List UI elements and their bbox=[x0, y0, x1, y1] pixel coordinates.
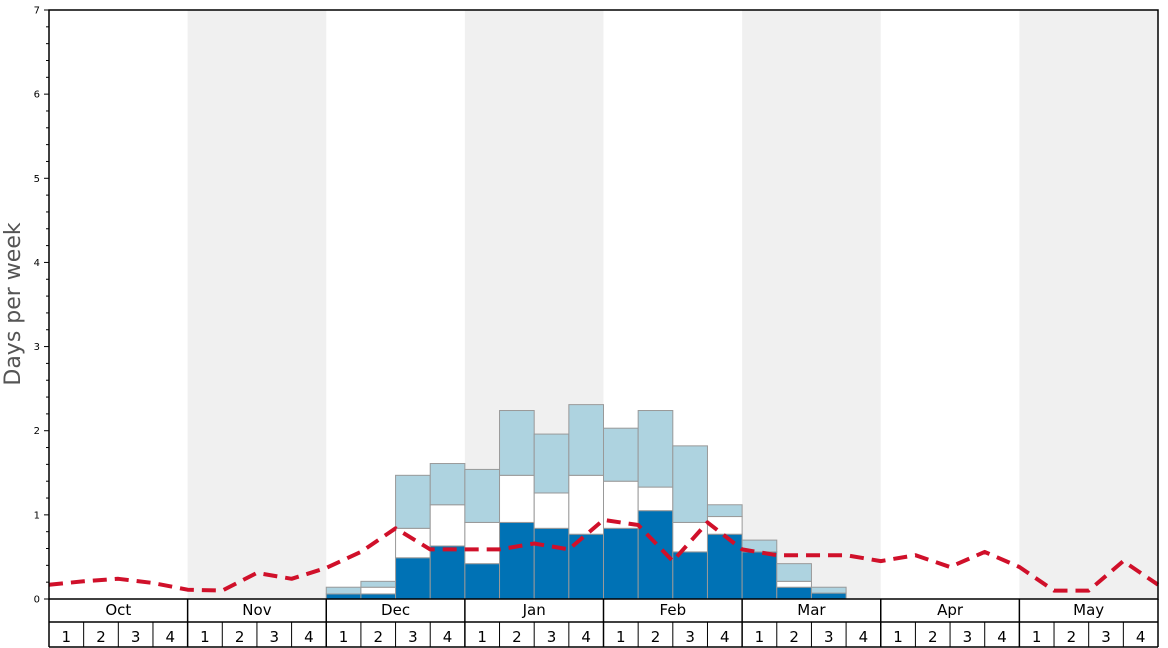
bar-segment-middle bbox=[776, 580, 812, 588]
bar-segment-middle bbox=[360, 586, 397, 595]
week-label: 1 bbox=[477, 628, 487, 646]
bar-segment-light bbox=[499, 410, 535, 476]
week-label: 4 bbox=[859, 628, 869, 646]
week-label: 1 bbox=[755, 628, 765, 646]
bar-segment-middle bbox=[464, 521, 501, 565]
bar-segment-light bbox=[672, 445, 708, 523]
week-label: 3 bbox=[963, 628, 973, 646]
bar-segment-dark bbox=[672, 551, 708, 600]
bar-segment-light bbox=[706, 504, 743, 518]
week-label: 1 bbox=[1032, 628, 1042, 646]
y-tick-label: 2 bbox=[34, 426, 40, 437]
bar-segment-dark bbox=[706, 533, 743, 600]
y-tick-label: 1 bbox=[34, 510, 40, 521]
month-shade-may bbox=[1019, 10, 1158, 599]
week-label: 4 bbox=[997, 628, 1007, 646]
bar-segment-middle bbox=[429, 504, 466, 547]
average-line-group bbox=[48, 517, 1160, 593]
y-tick-label: 6 bbox=[34, 90, 40, 101]
week-label: 2 bbox=[928, 628, 938, 646]
bar-segment-light bbox=[429, 463, 466, 506]
month-label-mar: Mar bbox=[797, 601, 826, 619]
bar-segment-dark bbox=[395, 557, 431, 600]
month-label-may: May bbox=[1073, 601, 1104, 619]
month-shade-nov bbox=[187, 10, 327, 599]
week-label: 3 bbox=[824, 628, 834, 646]
bar-segment-light bbox=[568, 404, 604, 476]
month-label-dec: Dec bbox=[381, 601, 410, 619]
week-label: 3 bbox=[131, 628, 141, 646]
bar-segment-light bbox=[533, 433, 570, 494]
y-tick-label: 3 bbox=[34, 342, 40, 353]
bar-segment-dark bbox=[360, 593, 397, 600]
bar-segment-middle bbox=[672, 521, 708, 553]
bar-segment-light bbox=[741, 539, 778, 553]
week-label: 2 bbox=[789, 628, 799, 646]
bar-segment-middle bbox=[395, 527, 431, 559]
y-tick-label: 7 bbox=[34, 6, 40, 17]
bar-segment-light bbox=[325, 586, 362, 595]
bar-segment-light bbox=[464, 468, 501, 523]
week-label: 2 bbox=[96, 628, 106, 646]
bar-segment-dark bbox=[325, 593, 362, 600]
week-label: 3 bbox=[408, 628, 418, 646]
bar-segment-dark bbox=[603, 527, 639, 600]
week-label: 1 bbox=[893, 628, 903, 646]
y-tick-label: 5 bbox=[34, 174, 40, 185]
week-label: 4 bbox=[581, 628, 591, 646]
bar-segment-dark bbox=[429, 545, 466, 600]
week-label: 1 bbox=[339, 628, 349, 646]
week-label: 4 bbox=[443, 628, 453, 646]
week-label: 1 bbox=[200, 628, 210, 646]
bar-segment-dark bbox=[464, 563, 501, 600]
bar-segment-light bbox=[776, 563, 812, 582]
week-label: 2 bbox=[651, 628, 661, 646]
bar-segment-light bbox=[637, 410, 674, 488]
bar-segment-middle bbox=[637, 486, 674, 512]
x-axis: Oct 1 2 3 4 Nov 1 2 3 4 Dec 1 2 3 4 Jan 1 2 3 4 Feb 1 2 3 4 Mar 1 2… bbox=[48, 599, 1159, 648]
week-label: 4 bbox=[1136, 628, 1146, 646]
bar-segment-light bbox=[360, 580, 397, 588]
average-line bbox=[48, 517, 1160, 593]
bar-segment-dark bbox=[533, 527, 570, 600]
month-label-feb: Feb bbox=[660, 601, 687, 619]
bar-segment-dark bbox=[741, 551, 778, 600]
month-label-apr: Apr bbox=[937, 601, 964, 619]
week-label: 4 bbox=[166, 628, 176, 646]
week-label: 3 bbox=[1101, 628, 1111, 646]
month-label-oct: Oct bbox=[105, 601, 131, 619]
y-tick-label: 4 bbox=[34, 258, 40, 269]
bar-segment-light bbox=[395, 474, 431, 529]
month-label-jan: Jan bbox=[522, 601, 546, 619]
month-label-nov: Nov bbox=[242, 601, 271, 619]
week-label: 2 bbox=[1067, 628, 1077, 646]
y-axis-label: Days per week bbox=[1, 222, 26, 385]
week-label: 3 bbox=[685, 628, 695, 646]
bar-segment-dark bbox=[776, 586, 812, 600]
bar-segment-dark bbox=[810, 592, 847, 600]
bar-segment-middle bbox=[499, 474, 535, 523]
bar-segment-middle bbox=[533, 492, 570, 529]
week-label: 4 bbox=[720, 628, 730, 646]
week-label: 3 bbox=[269, 628, 279, 646]
y-tick-label: 0 bbox=[34, 595, 40, 606]
y-axis: 0 1 2 3 4 5 6 7 bbox=[34, 6, 49, 606]
week-label: 1 bbox=[616, 628, 626, 646]
month-shading bbox=[187, 10, 1158, 599]
week-label: 3 bbox=[547, 628, 557, 646]
week-label: 1 bbox=[62, 628, 72, 646]
month-shade-mar bbox=[742, 10, 881, 599]
bar-segment-dark bbox=[499, 521, 535, 600]
week-label: 2 bbox=[512, 628, 522, 646]
bars bbox=[325, 404, 847, 600]
bar-segment-light bbox=[810, 586, 847, 594]
bar-segment-light bbox=[603, 427, 639, 482]
week-label: 2 bbox=[373, 628, 383, 646]
week-label: 4 bbox=[304, 628, 314, 646]
week-label: 2 bbox=[235, 628, 245, 646]
